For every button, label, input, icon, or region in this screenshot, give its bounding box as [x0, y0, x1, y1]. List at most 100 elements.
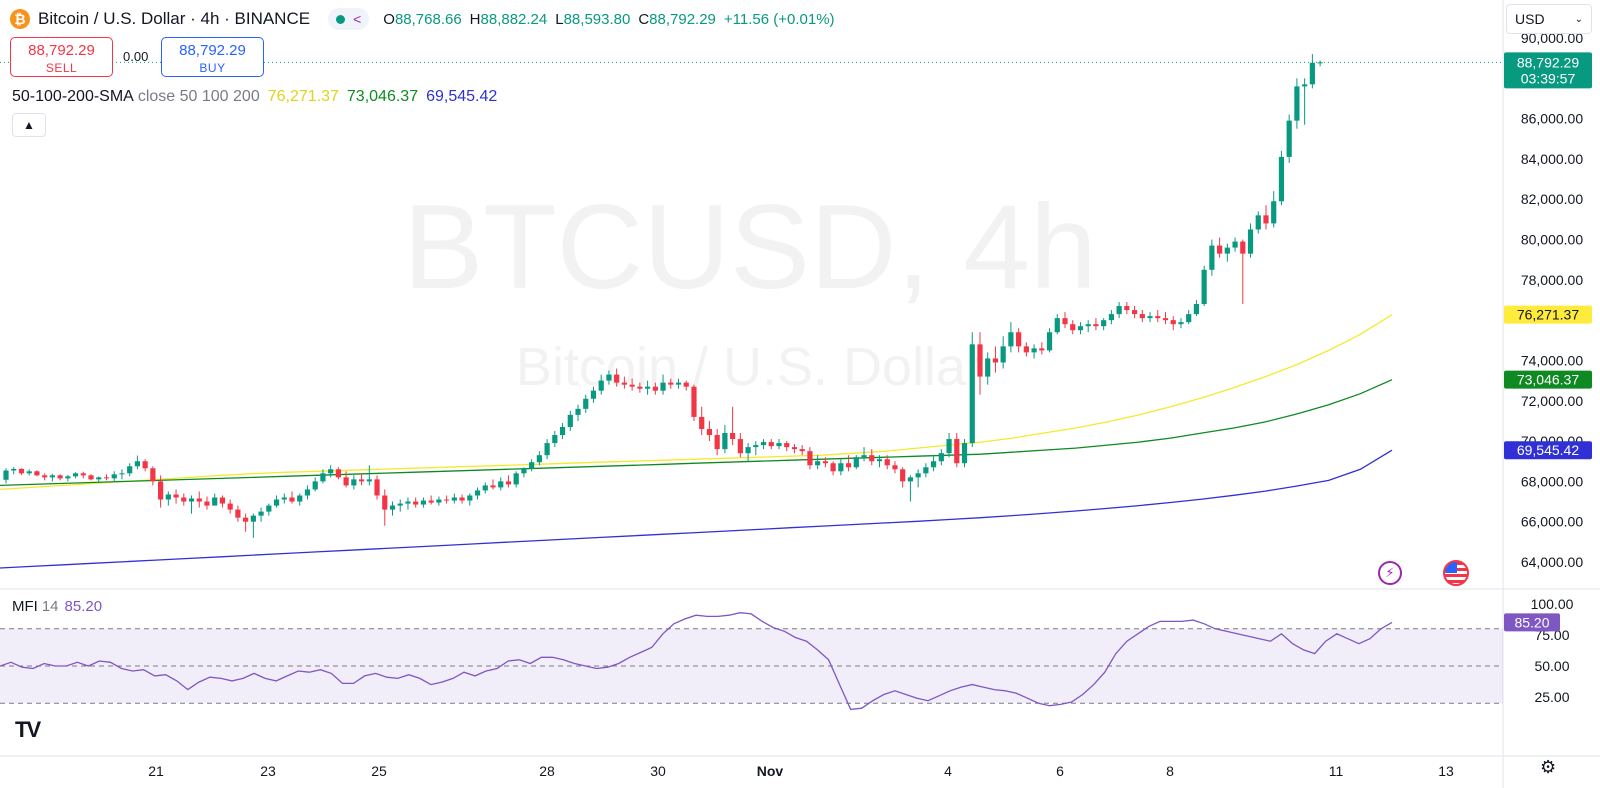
- candle-body: [791, 447, 798, 450]
- sma-legend-name: 50-100-200-SMA: [12, 88, 134, 105]
- candle-body: [1232, 241, 1238, 248]
- candle-body: [1108, 314, 1114, 321]
- collapse-legend-button[interactable]: ▲: [12, 113, 46, 137]
- candle-body: [1186, 314, 1192, 323]
- candle-body: [1054, 318, 1060, 333]
- ohlc-high: H88,882.24: [469, 10, 548, 28]
- mfi-tick-label: 50.00: [1534, 658, 1569, 674]
- time-tick-label: 23: [260, 763, 276, 779]
- time-tick-label: 30: [650, 763, 666, 779]
- status-pill[interactable]: <: [328, 8, 370, 30]
- sma100-line: [0, 379, 1393, 487]
- candle-body: [915, 473, 921, 478]
- sell-price: 88,792.29: [28, 42, 95, 59]
- candle-body: [1023, 346, 1029, 353]
- candle-body: [459, 497, 465, 501]
- buy-button[interactable]: 88,792.29 BUY: [161, 37, 264, 77]
- candle-body: [266, 505, 272, 512]
- bitcoin-logo-icon: ₿: [10, 9, 30, 29]
- candle-body: [34, 471, 40, 476]
- sma-legend[interactable]: 50-100-200-SMA close 50 100 200 76,271.37 7…: [12, 88, 497, 106]
- candle-body: [72, 473, 79, 477]
- candle-body: [923, 467, 929, 474]
- candle-body: [745, 447, 751, 454]
- candle-body: [335, 469, 341, 478]
- time-tick-label: 28: [539, 763, 555, 779]
- candle-body: [660, 382, 666, 391]
- sell-label: SELL: [45, 61, 78, 75]
- candle-body: [3, 470, 9, 480]
- candle-body: [389, 505, 396, 510]
- sell-button[interactable]: 88,792.29 SELL: [10, 37, 113, 77]
- candle-body: [1278, 156, 1285, 202]
- candle-body: [1085, 324, 1091, 327]
- sma-price-badge-label: 76,271.37: [1517, 307, 1579, 323]
- time-tick-label: 8: [1166, 763, 1174, 779]
- candle-body: [675, 382, 682, 385]
- price-tick-label: 80,000.00: [1521, 232, 1583, 248]
- candle-body: [382, 495, 388, 510]
- candle-body: [1147, 316, 1153, 319]
- candle-body: [614, 374, 620, 383]
- candle-body: [1309, 62, 1315, 85]
- sma-price-badge: [1504, 441, 1592, 460]
- candle-body: [1139, 314, 1145, 319]
- candle-body: [1016, 332, 1022, 347]
- candle-body: [1155, 316, 1161, 319]
- candle-body: [374, 479, 380, 496]
- candle-body: [869, 455, 875, 462]
- countdown-label: 03:39:57: [1521, 70, 1576, 86]
- candle-body: [436, 499, 442, 503]
- time-tick-label: Nov: [757, 763, 784, 779]
- chevron-up-icon: ▲: [23, 118, 35, 132]
- sma50-line: [0, 314, 1393, 491]
- currency-select[interactable]: USD ⌄: [1506, 4, 1592, 34]
- current-price-label: 88,792.29: [1517, 54, 1579, 70]
- candle-body: [18, 468, 25, 474]
- candle-body: [11, 468, 17, 471]
- candle-body: [196, 498, 202, 502]
- candle-body: [644, 386, 651, 389]
- price-tick-label: 82,000.00: [1521, 191, 1583, 207]
- candle-body: [892, 465, 898, 470]
- symbol-title[interactable]: Bitcoin / U.S. Dollar · 4h · BINANCE: [38, 9, 311, 28]
- candle-body: [706, 428, 713, 436]
- candle-body: [173, 494, 179, 498]
- candle-body: [776, 443, 782, 447]
- candle-body: [637, 386, 643, 389]
- candle-body: [482, 485, 488, 491]
- share-icon[interactable]: <: [353, 11, 362, 27]
- candle-body: [513, 473, 519, 485]
- candle-body: [505, 481, 512, 485]
- mfi-legend[interactable]: MFI 14 85.20: [12, 598, 102, 615]
- candle-body: [992, 358, 999, 363]
- candle-body: [838, 463, 844, 472]
- time-tick-label: 13: [1438, 763, 1454, 779]
- candle-body: [900, 469, 906, 482]
- candle-body: [567, 414, 573, 427]
- candle-body: [96, 477, 102, 480]
- flash-icon[interactable]: ⚡: [1378, 561, 1402, 585]
- candle-body: [954, 439, 960, 464]
- candle-body: [227, 503, 233, 510]
- candle-body: [575, 408, 581, 415]
- candle-body: [188, 498, 195, 502]
- tradingview-logo-icon: TV: [15, 717, 41, 742]
- time-tick-label: 21: [148, 763, 164, 779]
- mfi-tick-label: 100.00: [1531, 596, 1574, 612]
- candle-body: [444, 499, 450, 501]
- candle-body: [243, 517, 249, 522]
- sma50-value: 76,271.37: [267, 88, 339, 105]
- price-tick-label: 68,000.00: [1521, 473, 1583, 489]
- gear-icon[interactable]: ⚙: [1540, 757, 1557, 777]
- us-flag-icon[interactable]: [1443, 560, 1469, 586]
- candle-body: [1178, 322, 1184, 325]
- candle-body: [985, 358, 991, 377]
- candle-body: [876, 459, 883, 462]
- candle-body: [1294, 86, 1300, 121]
- candle-body: [753, 445, 759, 448]
- price-tick-label: 84,000.00: [1521, 151, 1583, 167]
- candle-body: [845, 463, 852, 468]
- candle-body: [111, 474, 117, 479]
